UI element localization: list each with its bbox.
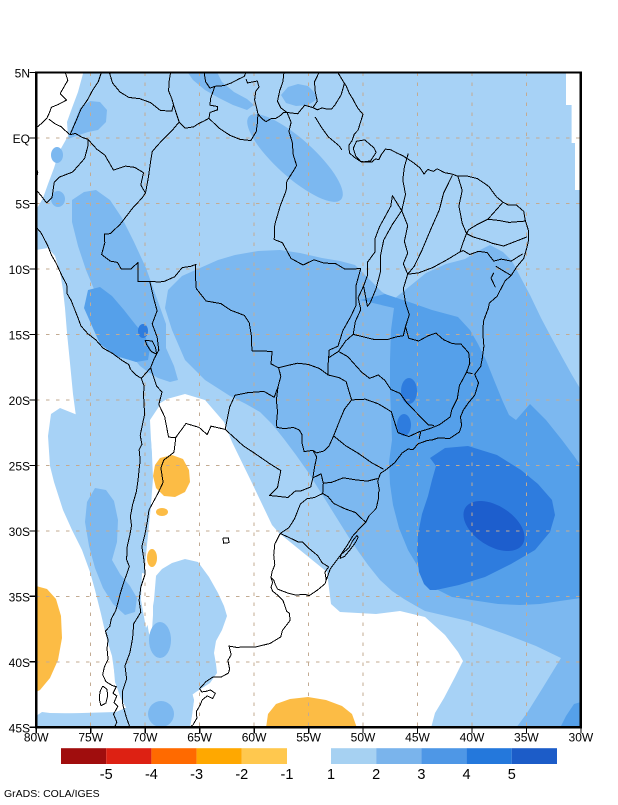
- svg-text:15S: 15S: [9, 329, 30, 343]
- svg-text:GrADS: COLA/IGES: GrADS: COLA/IGES: [4, 788, 100, 800]
- svg-text:50W: 50W: [351, 731, 376, 745]
- svg-text:10S: 10S: [9, 263, 30, 277]
- svg-text:-4: -4: [145, 767, 158, 783]
- svg-text:70W: 70W: [133, 731, 158, 745]
- svg-text:45S: 45S: [9, 722, 30, 736]
- svg-text:45W: 45W: [405, 731, 430, 745]
- svg-text:5S: 5S: [15, 198, 30, 212]
- svg-text:20S: 20S: [9, 394, 30, 408]
- svg-text:-5: -5: [100, 767, 113, 783]
- svg-text:-3: -3: [190, 767, 203, 783]
- svg-text:80W: 80W: [24, 731, 49, 745]
- svg-text:3: 3: [417, 767, 425, 783]
- svg-text:-1: -1: [281, 767, 294, 783]
- svg-text:65W: 65W: [187, 731, 212, 745]
- svg-text:4: 4: [463, 767, 471, 783]
- svg-text:60W: 60W: [242, 731, 267, 745]
- svg-text:55W: 55W: [296, 731, 321, 745]
- svg-text:35S: 35S: [9, 591, 30, 605]
- svg-text:1: 1: [327, 767, 335, 783]
- svg-text:40W: 40W: [460, 731, 485, 745]
- svg-text:40S: 40S: [9, 656, 30, 670]
- svg-text:5N: 5N: [15, 67, 30, 81]
- svg-text:35W: 35W: [514, 731, 539, 745]
- svg-text:EQ: EQ: [13, 132, 30, 146]
- svg-text:75W: 75W: [78, 731, 103, 745]
- svg-text:5: 5: [508, 767, 516, 783]
- svg-text:2: 2: [372, 767, 380, 783]
- svg-text:30W: 30W: [569, 731, 594, 745]
- svg-text:25S: 25S: [9, 460, 30, 474]
- svg-text:30S: 30S: [9, 525, 30, 539]
- svg-text:-2: -2: [235, 767, 248, 783]
